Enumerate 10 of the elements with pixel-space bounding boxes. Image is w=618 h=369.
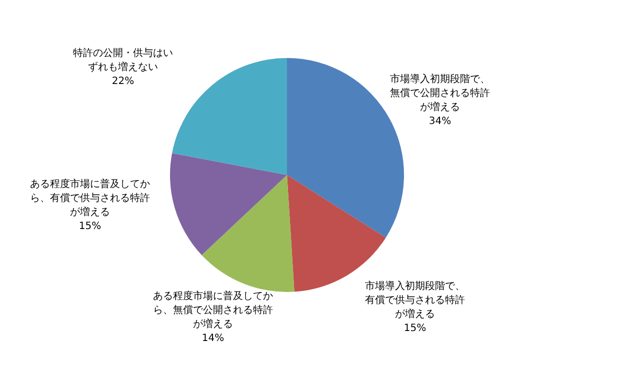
slice-label: ある程度市場に普及してから、無償で公開される特許が増える: [152, 290, 274, 332]
data-label: 15%: [78, 220, 102, 234]
slice-label: 特許の公開・供与はいずれも増えない: [72, 47, 174, 75]
data-label: 22%: [110, 75, 136, 89]
data-label: 34%: [428, 115, 452, 129]
slice-label: 市場導入初期段階で、有償で供与される特許が増える: [364, 280, 466, 322]
slice-label: 市場導入初期段階で、無償で公開される特許が増える: [389, 73, 491, 115]
slice-label: ある程度市場に普及してから、有償で供与される特許が増える: [29, 178, 151, 220]
data-label: 14%: [200, 332, 226, 346]
data-label: 15%: [402, 322, 428, 336]
